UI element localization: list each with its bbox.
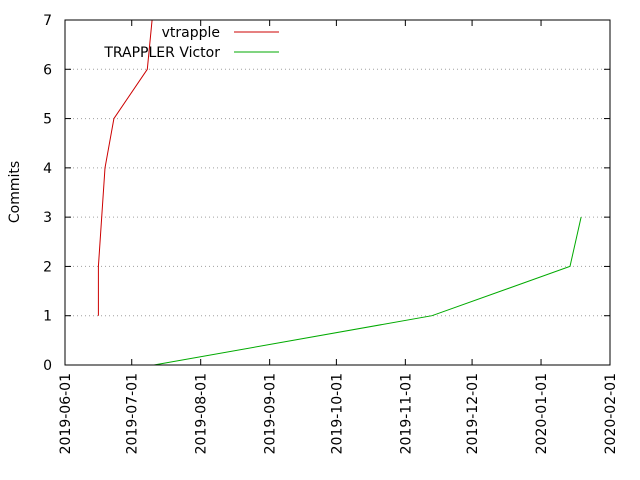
legend-label-0: vtrapple (162, 25, 220, 41)
gridlines (65, 68, 610, 317)
y-tick-label: 4 (43, 161, 52, 177)
y-axis-title: Commits (7, 161, 23, 223)
x-tick-label: 2019-11-01 (398, 373, 414, 454)
x-tick-label: 2019-06-01 (58, 373, 74, 454)
series-line-1 (153, 216, 582, 365)
series-lines (97, 20, 582, 365)
legend-label-1: TRAPPLER Victor (103, 45, 220, 61)
plot-frame (64, 19, 611, 366)
y-tick-label: 0 (43, 358, 52, 374)
y-tick-label: 3 (43, 210, 52, 226)
x-tick-label: 2019-10-01 (329, 373, 345, 454)
x-tick-label: 2019-09-01 (263, 373, 279, 454)
x-tick-label: 2019-07-01 (125, 373, 141, 454)
y-tick-label: 2 (43, 259, 52, 275)
legend: vtrapple TRAPPLER Victor (103, 25, 279, 61)
x-tick-label: 2020-01-01 (534, 373, 550, 454)
y-tick-label: 1 (43, 309, 52, 325)
x-tick-label: 2019-12-01 (465, 373, 481, 454)
series-line-0 (97, 20, 153, 316)
axis-ticks: 0 1 2 3 4 5 6 7 2019-06-01 2019-07-01 2019-08-01 20… (43, 13, 619, 454)
y-tick-label: 7 (43, 13, 52, 29)
x-tick-label: 2020-02-01 (603, 373, 619, 454)
y-tick-label: 5 (43, 112, 52, 128)
x-tick-label: 2019-08-01 (194, 373, 210, 454)
y-tick-label: 6 (43, 62, 52, 78)
